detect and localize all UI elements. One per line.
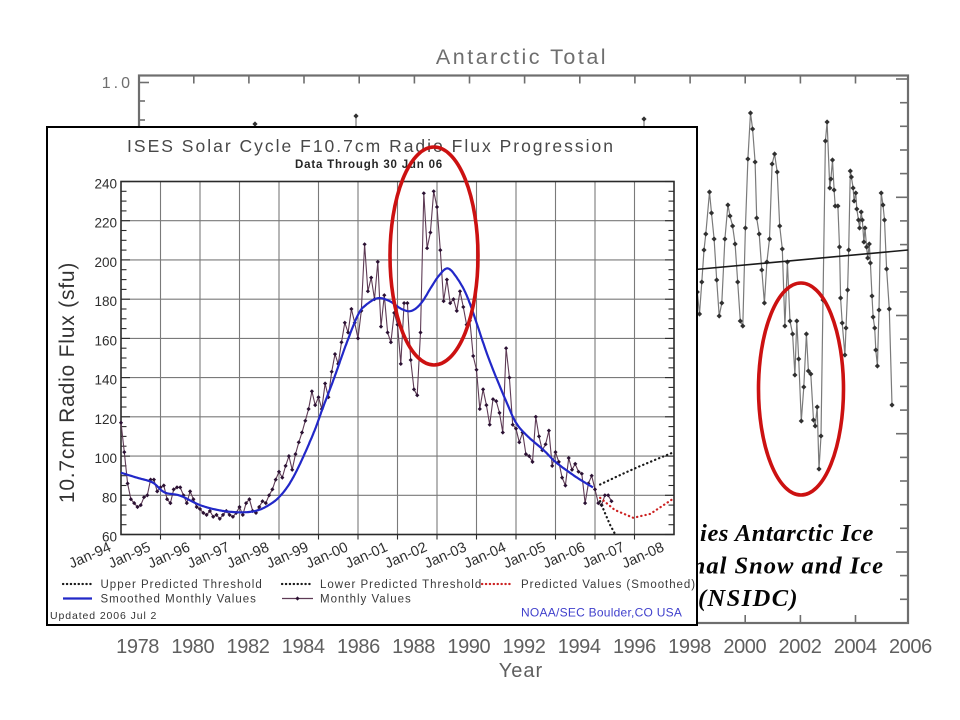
svg-text:220: 220: [94, 216, 117, 231]
svg-text:140: 140: [94, 373, 117, 388]
svg-text:nal Snow and Ice: nal Snow and Ice: [692, 553, 884, 580]
svg-text:2002: 2002: [779, 636, 822, 658]
svg-text:2006: 2006: [889, 636, 932, 658]
svg-text:ISES Solar Cycle F10.7cm Radio: ISES Solar Cycle F10.7cm Radio Flux Prog…: [127, 136, 615, 156]
svg-text:180: 180: [94, 294, 117, 309]
svg-text:Upper Predicted Threshold: Upper Predicted Threshold: [101, 579, 263, 591]
svg-text:100: 100: [94, 451, 117, 466]
svg-text:Smoothed Monthly Values: Smoothed Monthly Values: [101, 594, 257, 606]
svg-text:240: 240: [94, 177, 117, 192]
svg-text:2000: 2000: [723, 636, 766, 658]
svg-text:Year: Year: [499, 660, 543, 682]
svg-text:200: 200: [94, 255, 117, 270]
svg-text:1996: 1996: [613, 636, 656, 658]
svg-text:10.7cm Radio Flux (sfu): 10.7cm Radio Flux (sfu): [56, 262, 79, 503]
svg-text:Antarctic Total: Antarctic Total: [436, 45, 608, 69]
svg-text:Monthly Values: Monthly Values: [320, 594, 412, 606]
svg-text:Updated 2006 Jul 2: Updated 2006 Jul 2: [50, 610, 157, 622]
svg-text:1986: 1986: [337, 636, 380, 658]
svg-text:Predicted Values (Smoothed): Predicted Values (Smoothed): [521, 579, 696, 591]
svg-text:160: 160: [94, 333, 117, 348]
svg-text:60: 60: [102, 530, 117, 545]
svg-text:1988: 1988: [392, 636, 435, 658]
svg-text:1984: 1984: [282, 636, 325, 658]
svg-text:NOAA/SEC Boulder,CO USA: NOAA/SEC Boulder,CO USA: [521, 606, 682, 620]
svg-text:1998: 1998: [668, 636, 711, 658]
svg-text:1994: 1994: [558, 636, 601, 658]
svg-text:1980: 1980: [171, 636, 214, 658]
svg-text:1.0: 1.0: [102, 75, 133, 92]
svg-text:1990: 1990: [447, 636, 490, 658]
svg-text:1982: 1982: [227, 636, 270, 658]
svg-text:Data Through 30 Jun 06: Data Through 30 Jun 06: [295, 159, 443, 171]
svg-text:2004: 2004: [834, 636, 877, 658]
svg-text:ies Antarctic Ice: ies Antarctic Ice: [700, 520, 874, 547]
svg-text:(NSIDC): (NSIDC): [698, 585, 799, 612]
svg-text:1978: 1978: [116, 636, 159, 658]
svg-text:120: 120: [94, 412, 117, 427]
svg-text:80: 80: [102, 490, 117, 505]
svg-text:Lower Predicted Threshold: Lower Predicted Threshold: [320, 579, 482, 591]
svg-text:1992: 1992: [503, 636, 546, 658]
